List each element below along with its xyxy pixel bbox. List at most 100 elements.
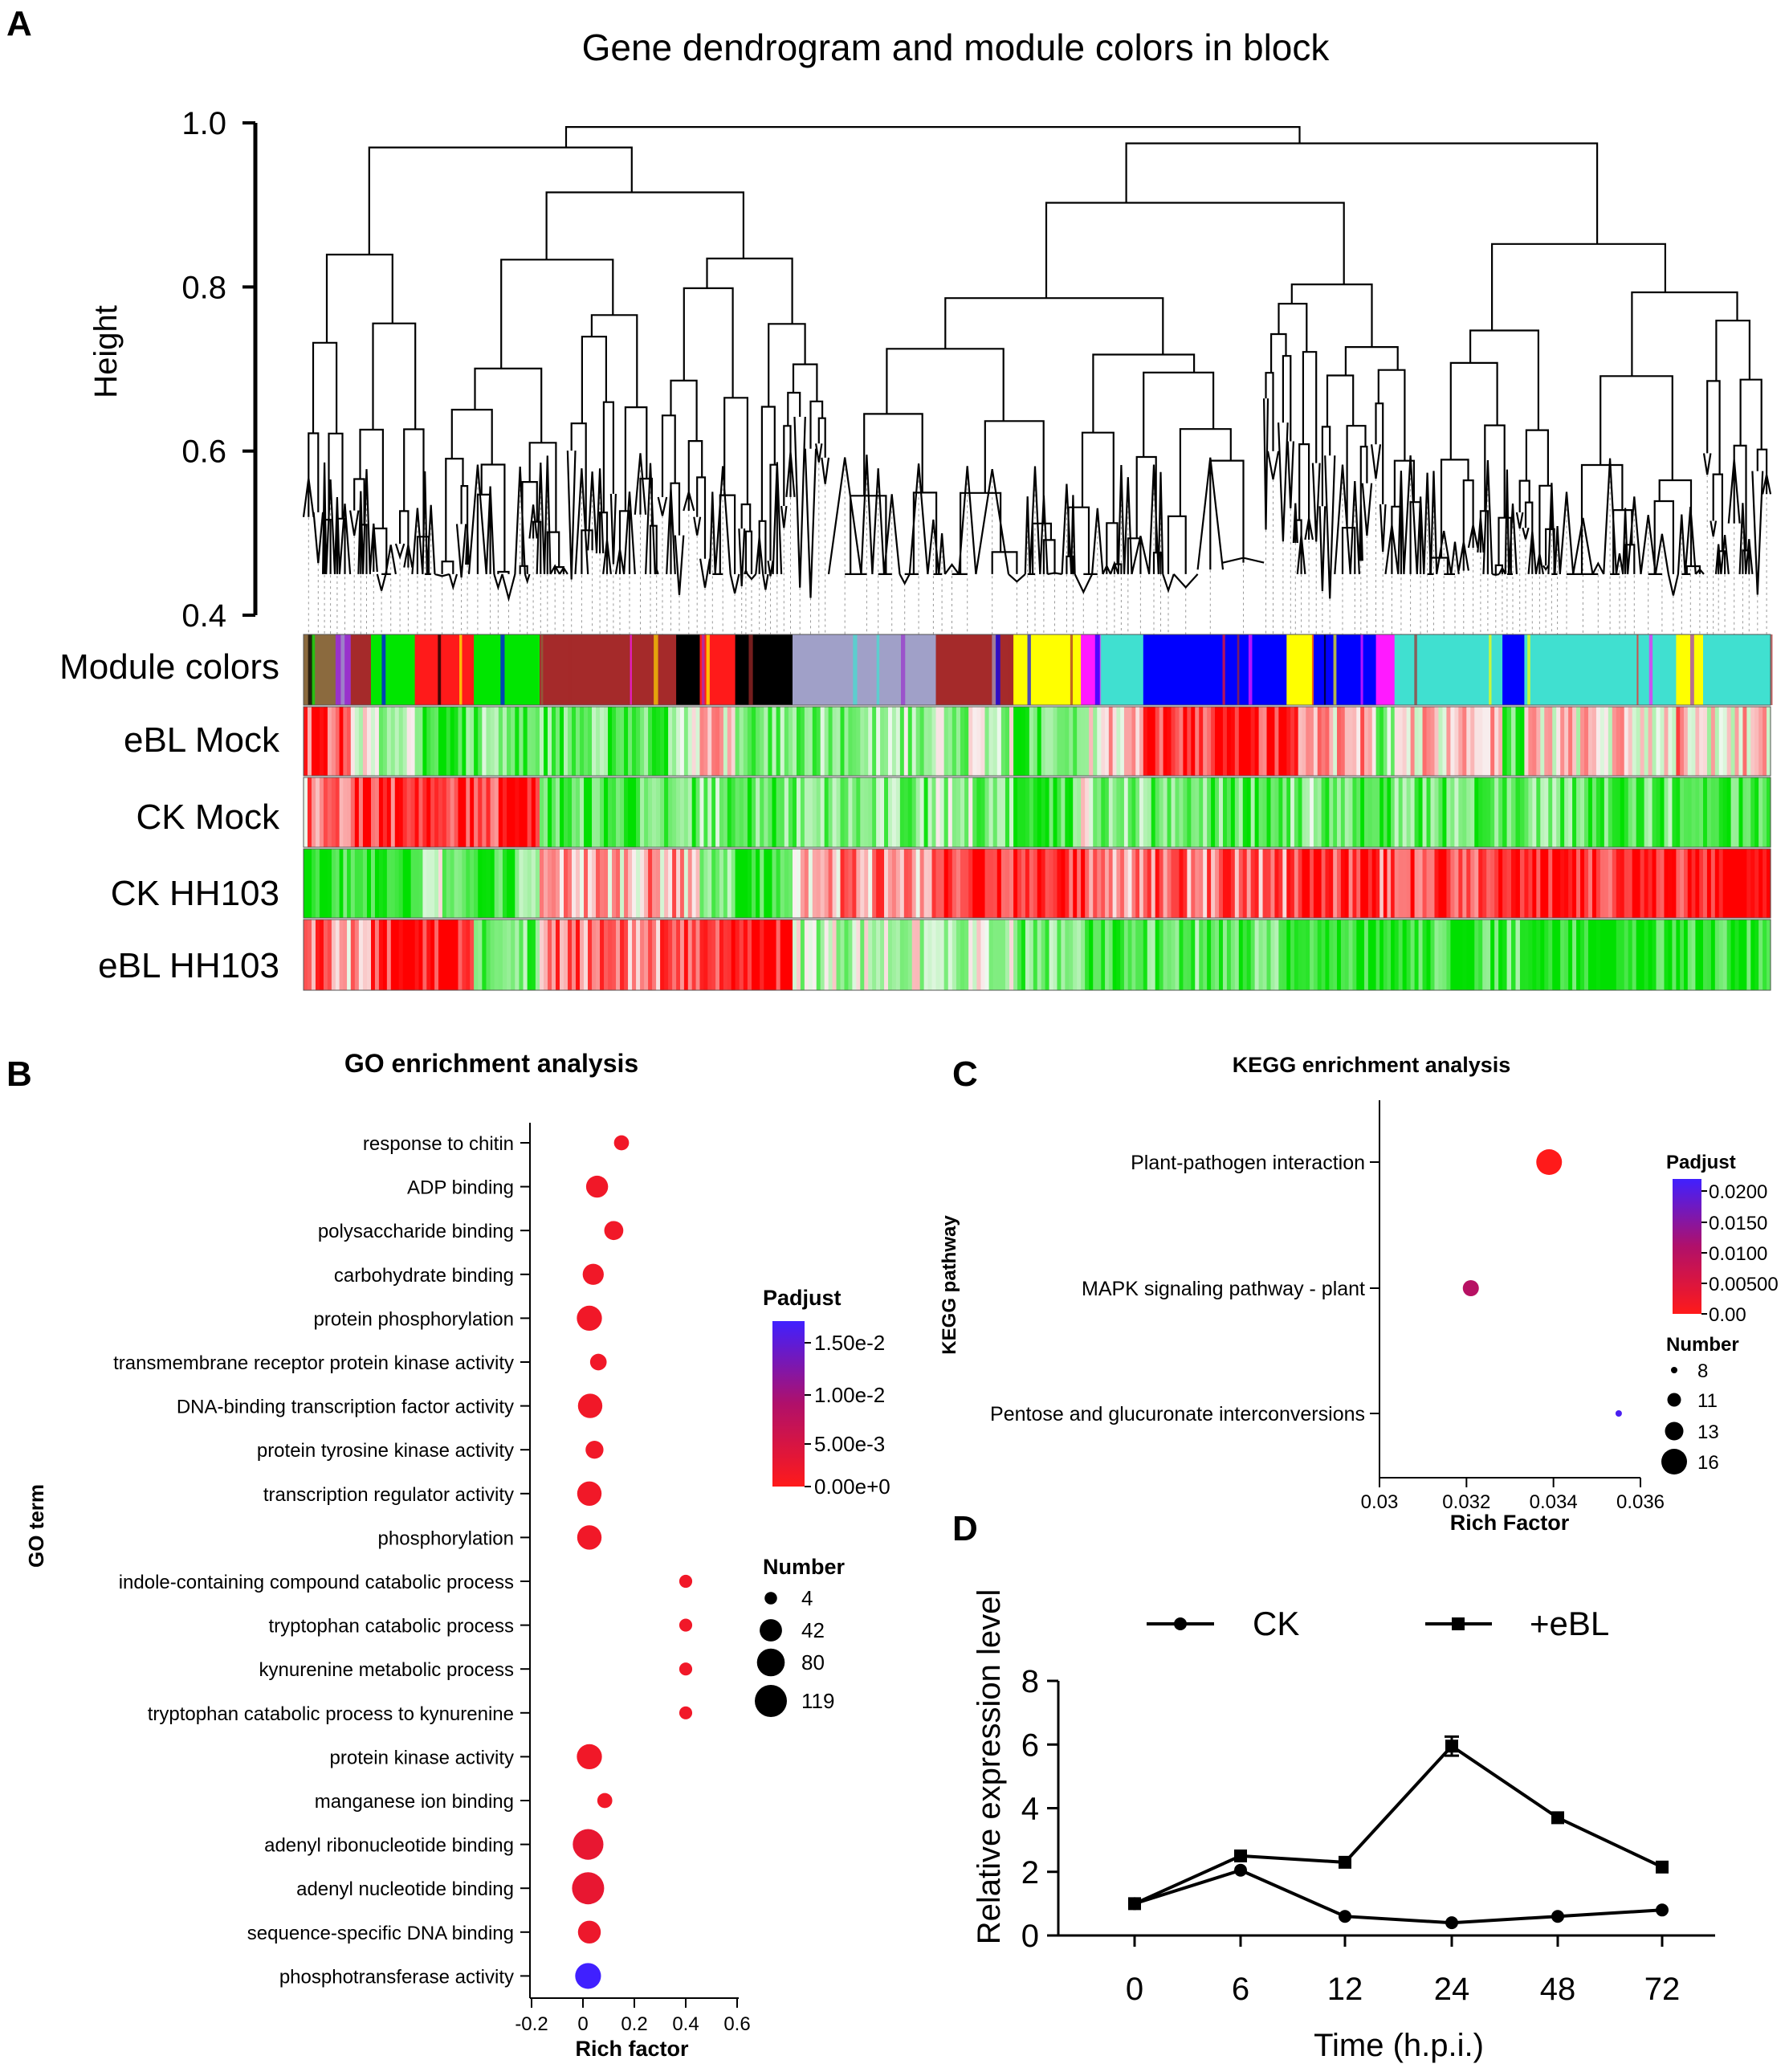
trait-cell [703, 920, 708, 990]
trait-cell [339, 849, 344, 918]
module-color-stripe [1648, 634, 1653, 705]
trait-cell [856, 777, 861, 847]
trait-cell [1763, 707, 1767, 776]
go-point [577, 1744, 602, 1770]
y-tick-label: 0.6 [181, 434, 226, 470]
trait-cell [604, 707, 609, 776]
trait-cell [1699, 849, 1704, 918]
trait-cell [952, 707, 957, 776]
trait-cell [1294, 849, 1299, 918]
expression-ylabel: Relative expression level [972, 1589, 1007, 1944]
trait-cell [1097, 707, 1102, 776]
expression-y-tick-label: 8 [1021, 1664, 1039, 1699]
trait-cell [327, 920, 332, 990]
trait-cell [1371, 777, 1377, 847]
trait-cell [1306, 920, 1310, 990]
trait-cell [1664, 777, 1669, 847]
ebl-marker [1551, 1811, 1564, 1825]
trait-cell [398, 920, 404, 990]
trait-cell [1364, 920, 1369, 990]
trait-cell [800, 920, 805, 990]
trait-cell [776, 707, 781, 776]
go-term-label: protein phosphorylation [313, 1308, 514, 1330]
trait-cell [1398, 849, 1404, 918]
trait-cell [652, 707, 657, 776]
trait-cell [976, 849, 982, 918]
trait-cell [478, 920, 483, 990]
trait-cell [1648, 777, 1653, 847]
trait-cell [1490, 849, 1495, 918]
row-label: Module colors [59, 647, 279, 687]
module-color-stripe [1636, 634, 1639, 705]
trait-cell [876, 920, 881, 990]
trait-cell [888, 707, 893, 776]
trait-cell [812, 777, 817, 847]
go-size-legend-dot [755, 1685, 787, 1717]
trait-cell [1242, 777, 1248, 847]
trait-cell [687, 849, 693, 918]
trait-cell [935, 849, 941, 918]
trait-cell [1139, 849, 1144, 918]
trait-cell [1691, 849, 1696, 918]
trait-cell [1763, 920, 1767, 990]
trait-cell [1348, 920, 1354, 990]
go-x-tick-label: 0.4 [672, 2013, 699, 2035]
trait-cell [1278, 707, 1283, 776]
trait-cell [1750, 707, 1755, 776]
trait-cell [1151, 777, 1156, 847]
trait-cell [1246, 707, 1252, 776]
go-point [679, 1706, 693, 1719]
trait-cell [1414, 849, 1420, 918]
go-xlabel: Rich factor [575, 2037, 689, 2061]
trait-cell [1600, 849, 1605, 918]
trait-cell [923, 707, 929, 776]
trait-cell [1458, 920, 1463, 990]
trait-cell [1750, 777, 1755, 847]
trait-cell [1564, 707, 1569, 776]
trait-cell [1498, 707, 1503, 776]
trait-cell [1552, 849, 1557, 918]
trait-cell [964, 920, 969, 990]
row-border [303, 919, 1771, 991]
trait-cell [576, 707, 581, 776]
trait-cell [1207, 920, 1212, 990]
trait-cell [1254, 707, 1260, 776]
trait-cell [1183, 707, 1188, 776]
trait-cell [1442, 849, 1448, 918]
trait-cell [1564, 777, 1569, 847]
trait-cell [1294, 920, 1299, 990]
trait-cell [1025, 777, 1030, 847]
kegg-xlabel: Rich Factor [1450, 1511, 1570, 1535]
series-line-ck [1134, 1868, 1663, 1925]
trait-cell [1270, 849, 1276, 918]
trait-cell [1053, 777, 1058, 847]
trait-cell [1310, 920, 1314, 990]
trait-cell [347, 707, 352, 776]
module-color-stripe [308, 634, 312, 705]
trait-cell [1029, 849, 1034, 918]
trait-cell [398, 777, 404, 847]
expression-x-tick-label: 72 [1644, 1972, 1681, 2007]
trait-cell [796, 777, 801, 847]
trait-cell [410, 707, 416, 776]
trait-cell [540, 707, 544, 776]
module-color-block [1375, 634, 1396, 705]
module-color-block [371, 634, 416, 705]
trait-cell [588, 777, 593, 847]
trait-cell [1089, 707, 1094, 776]
go-point [613, 1135, 630, 1151]
trait-cell [919, 920, 925, 990]
trait-cell [1155, 777, 1160, 847]
go-points [572, 1135, 693, 1989]
trait-cell [820, 707, 825, 776]
trait-cell [793, 920, 797, 990]
trait-cell [1446, 777, 1451, 847]
trait-cell [784, 920, 789, 990]
panel-b: B GO enrichment analysis GO term respons… [6, 1049, 890, 2061]
trait-cell [1595, 849, 1601, 918]
ck-marker [1551, 1910, 1564, 1923]
trait-cell [548, 707, 552, 776]
trait-cell [772, 920, 777, 990]
trait-cell [860, 849, 865, 918]
trait-cell [1057, 849, 1062, 918]
